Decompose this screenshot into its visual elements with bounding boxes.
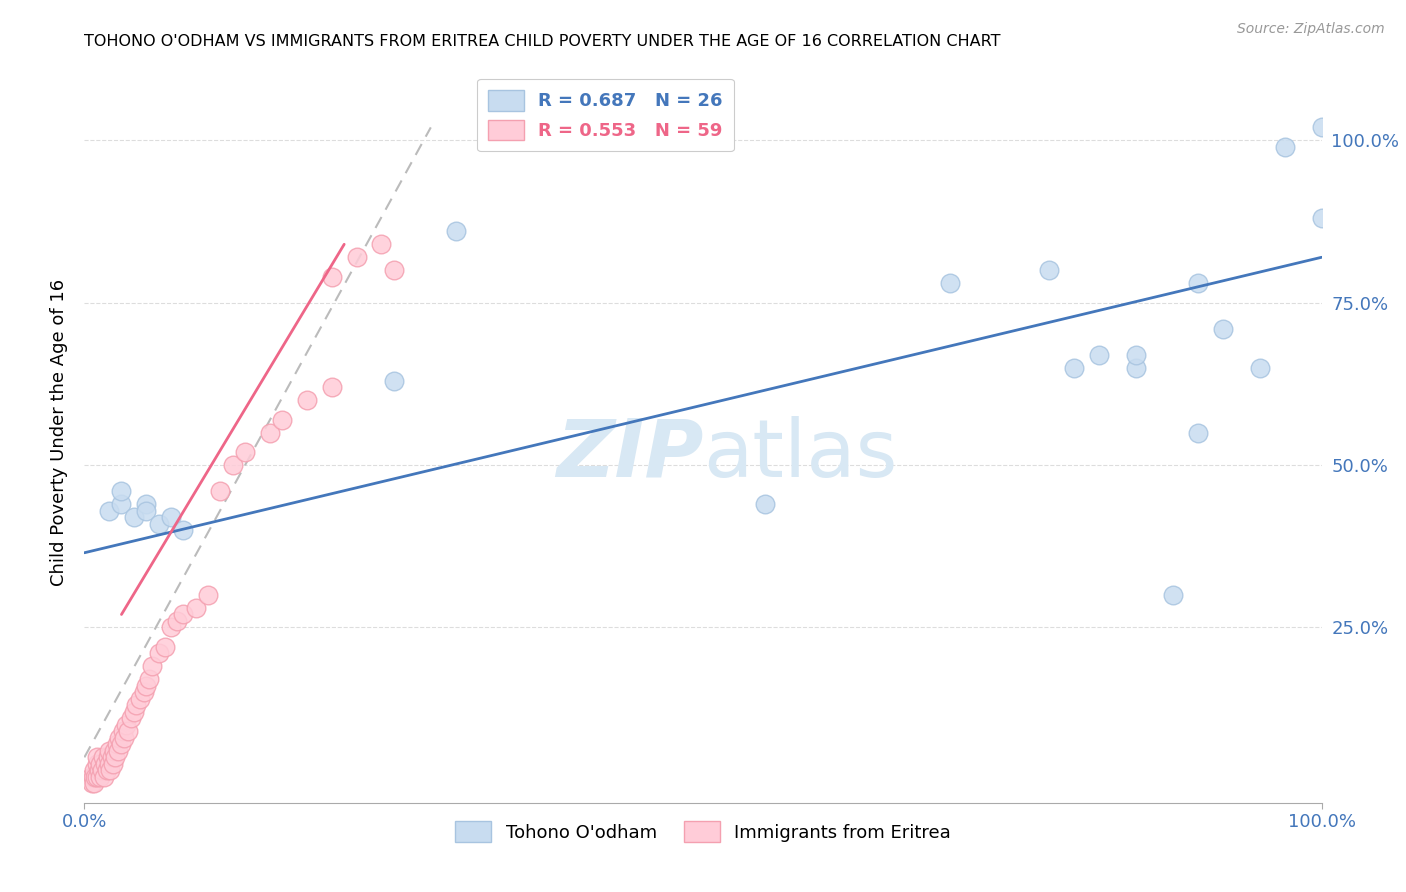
Point: [1125, 348, 1147, 362]
Point: [295, 393, 318, 408]
Point: [153, 640, 176, 654]
Point: [135, 503, 157, 517]
Point: [172, 607, 194, 622]
Point: [83, 764, 105, 778]
Point: [108, 731, 131, 745]
Point: [209, 484, 232, 499]
Point: [160, 620, 183, 634]
Point: [86, 756, 108, 771]
Text: atlas: atlas: [703, 416, 897, 494]
Point: [98, 503, 121, 517]
Point: [135, 679, 157, 693]
Point: [1249, 360, 1271, 375]
Point: [271, 412, 294, 426]
Point: [83, 776, 105, 790]
Point: [80, 776, 103, 790]
Point: [1063, 360, 1085, 375]
Point: [117, 724, 139, 739]
Point: [1125, 360, 1147, 375]
Point: [91, 750, 114, 764]
Point: [96, 764, 118, 778]
Point: [160, 510, 183, 524]
Point: [86, 750, 108, 764]
Point: [1212, 322, 1234, 336]
Point: [1274, 140, 1296, 154]
Point: [129, 692, 152, 706]
Y-axis label: Child Poverty Under the Age of 16: Child Poverty Under the Age of 16: [49, 279, 67, 586]
Point: [346, 250, 368, 264]
Point: [115, 718, 138, 732]
Point: [754, 497, 776, 511]
Text: ZIP: ZIP: [555, 416, 703, 494]
Point: [89, 770, 111, 784]
Point: [110, 484, 132, 499]
Point: [172, 523, 194, 537]
Point: [97, 750, 120, 764]
Point: [98, 744, 121, 758]
Point: [138, 673, 160, 687]
Point: [79, 770, 101, 784]
Point: [141, 659, 163, 673]
Point: [382, 263, 405, 277]
Point: [105, 737, 128, 751]
Point: [104, 750, 127, 764]
Point: [110, 497, 132, 511]
Point: [90, 764, 112, 778]
Point: [132, 685, 155, 699]
Point: [222, 458, 245, 472]
Point: [321, 380, 343, 394]
Point: [370, 237, 392, 252]
Point: [110, 737, 132, 751]
Point: [1310, 120, 1333, 135]
Point: [122, 705, 145, 719]
Point: [148, 516, 170, 531]
Point: [444, 224, 467, 238]
Point: [939, 277, 962, 291]
Point: [148, 647, 170, 661]
Point: [107, 744, 129, 758]
Point: [1187, 425, 1209, 440]
Legend: Tohono O'odham, Immigrants from Eritrea: Tohono O'odham, Immigrants from Eritrea: [447, 814, 959, 849]
Point: [94, 756, 117, 771]
Point: [321, 269, 343, 284]
Point: [1310, 211, 1333, 226]
Point: [1187, 277, 1209, 291]
Point: [84, 770, 107, 784]
Point: [89, 756, 111, 771]
Text: TOHONO O'ODHAM VS IMMIGRANTS FROM ERITREA CHILD POVERTY UNDER THE AGE OF 16 CORR: TOHONO O'ODHAM VS IMMIGRANTS FROM ERITRE…: [84, 34, 1001, 49]
Point: [86, 770, 108, 784]
Point: [197, 588, 219, 602]
Point: [122, 510, 145, 524]
Point: [98, 764, 121, 778]
Point: [233, 445, 256, 459]
Point: [101, 756, 124, 771]
Point: [259, 425, 281, 440]
Point: [111, 724, 134, 739]
Point: [1161, 588, 1184, 602]
Point: [100, 750, 122, 764]
Point: [82, 770, 104, 784]
Point: [98, 756, 121, 771]
Point: [89, 764, 111, 778]
Point: [93, 770, 115, 784]
Point: [120, 711, 142, 725]
Point: [103, 744, 125, 758]
Point: [112, 731, 135, 745]
Point: [184, 601, 207, 615]
Point: [125, 698, 148, 713]
Point: [166, 614, 188, 628]
Point: [1038, 263, 1060, 277]
Point: [1088, 348, 1111, 362]
Point: [382, 374, 405, 388]
Text: Source: ZipAtlas.com: Source: ZipAtlas.com: [1237, 22, 1385, 37]
Point: [135, 497, 157, 511]
